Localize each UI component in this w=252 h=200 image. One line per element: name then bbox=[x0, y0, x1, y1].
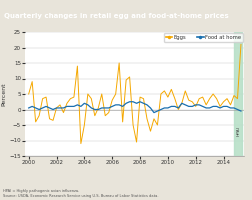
Legend: Eggs, Food at home: Eggs, Food at home bbox=[164, 33, 243, 42]
Y-axis label: Percent: Percent bbox=[2, 82, 7, 106]
Text: HPAI = Highly pathogenic avian influenza.
Source: USDA, Economic Research Servic: HPAI = Highly pathogenic avian influenza… bbox=[3, 189, 158, 198]
Bar bbox=[234, 32, 242, 156]
Text: HPAI: HPAI bbox=[236, 126, 240, 136]
Text: Quarterly changes in retail egg and food-at-home prices: Quarterly changes in retail egg and food… bbox=[4, 13, 229, 19]
